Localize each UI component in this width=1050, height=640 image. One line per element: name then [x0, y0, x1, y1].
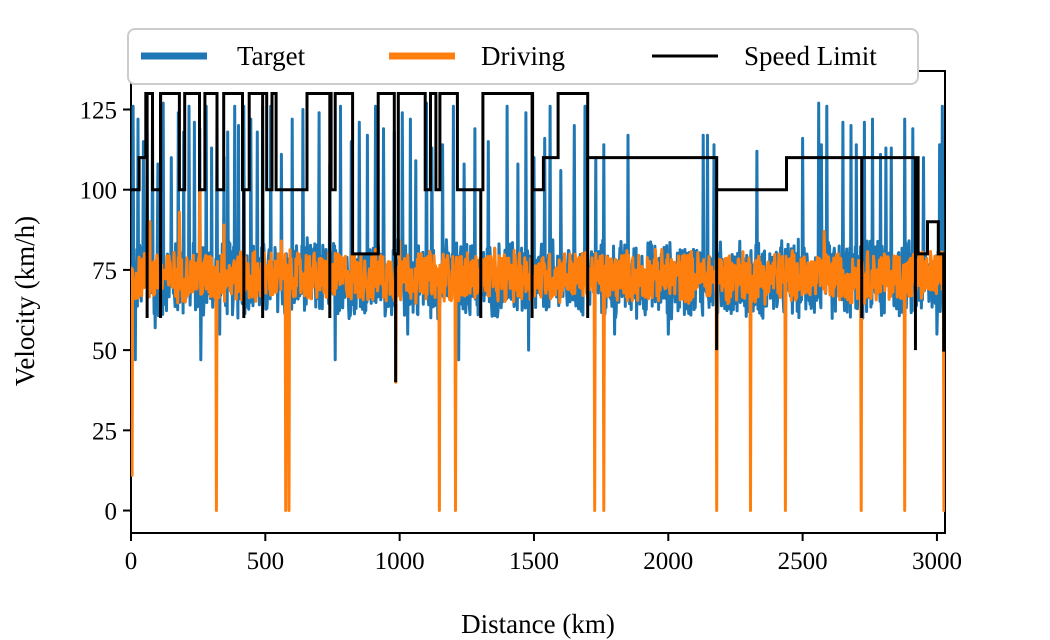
- plot-area: 0 500 1000 1500 2000 2500 3000 0 25 50 75 100 125: [80, 70, 962, 575]
- series-speed-limit-line: [131, 92, 945, 352]
- legend-target-label: Target: [237, 41, 306, 71]
- y-tick-label: 25: [92, 418, 117, 445]
- series-driving-line: [131, 181, 945, 512]
- x-axis-label: Distance (km): [461, 609, 615, 639]
- x-tick-label: 1000: [375, 548, 425, 575]
- x-tick-label: 500: [247, 548, 285, 575]
- x-axis-ticks: 0 500 1000 1500 2000 2500 3000: [125, 533, 962, 575]
- y-tick-label: 100: [80, 178, 118, 205]
- x-tick-label: 2500: [778, 548, 828, 575]
- series-layer: [131, 92, 945, 512]
- y-axis-label: Velocity (km/h): [10, 216, 40, 386]
- x-tick-label: 0: [125, 548, 138, 575]
- y-tick-label: 50: [92, 338, 117, 365]
- y-tick-label: 75: [92, 258, 117, 285]
- y-tick-label: 0: [105, 499, 118, 526]
- legend-box: [127, 28, 919, 85]
- y-axis-ticks: 0 25 50 75 100 125: [80, 98, 131, 526]
- series-target-line: [131, 101, 945, 362]
- x-tick-label: 2000: [643, 548, 693, 575]
- x-tick-label: 3000: [912, 548, 962, 575]
- legend: Target Driving Speed Limit: [127, 28, 919, 85]
- legend-driving-label: Driving: [481, 41, 565, 71]
- legend-speed-limit-label: Speed Limit: [744, 41, 877, 71]
- x-tick-label: 1500: [509, 548, 559, 575]
- y-tick-label: 125: [80, 98, 118, 125]
